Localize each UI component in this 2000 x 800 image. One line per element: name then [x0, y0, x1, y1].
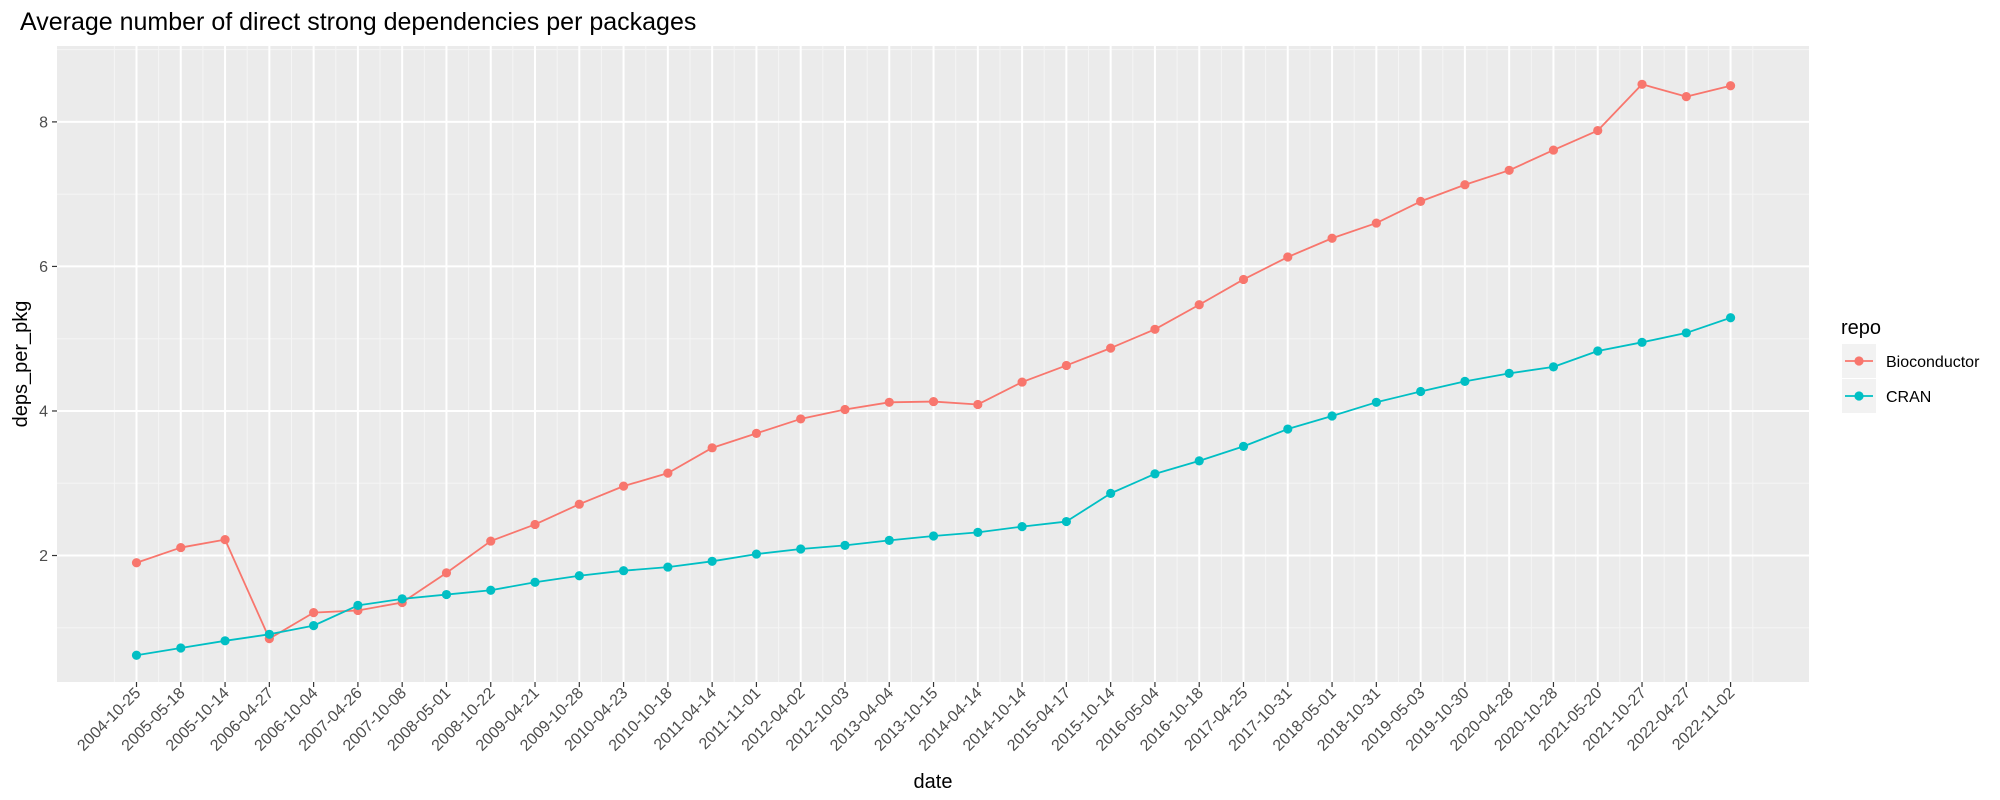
data-point-cran — [751, 549, 762, 559]
data-point-cran — [486, 585, 496, 595]
y-tick-label: 4 — [39, 403, 48, 420]
data-point-bioconductor — [1548, 145, 1559, 155]
data-point-cran — [928, 531, 939, 541]
data-point-bioconductor — [1327, 233, 1337, 243]
data-point-bioconductor — [1017, 377, 1027, 387]
data-point-bioconductor — [1283, 252, 1293, 262]
data-point-bioconductor — [131, 558, 142, 568]
data-point-cran — [1238, 441, 1249, 451]
data-point-cran — [618, 566, 629, 576]
series-layer — [131, 79, 1736, 660]
data-point-bioconductor — [1725, 81, 1736, 91]
data-point-cran — [1681, 328, 1691, 338]
grid-lines — [57, 46, 1809, 682]
data-point-cran — [441, 589, 452, 600]
data-point-cran — [707, 556, 717, 566]
data-point-cran — [309, 621, 319, 631]
data-point-cran — [176, 643, 186, 653]
data-point-cran — [397, 594, 407, 604]
data-point-cran — [1283, 424, 1293, 434]
data-point-cran — [840, 540, 850, 551]
legend-title: repo — [1841, 317, 1881, 339]
data-point-bioconductor — [796, 414, 806, 424]
data-point-cran — [1548, 362, 1559, 372]
data-point-bioconductor — [220, 535, 230, 545]
data-point-cran — [1371, 397, 1381, 407]
data-point-cran — [1106, 488, 1116, 498]
data-point-cran — [220, 636, 230, 646]
data-point-bioconductor — [441, 568, 452, 578]
data-point-cran — [1194, 456, 1204, 466]
data-point-cran — [1017, 522, 1027, 532]
data-point-cran — [131, 650, 142, 660]
data-point-bioconductor — [574, 499, 584, 509]
data-point-cran — [973, 527, 983, 537]
data-point-cran — [1504, 368, 1514, 378]
data-point-bioconductor — [884, 397, 894, 407]
data-point-bioconductor — [973, 399, 983, 410]
chart-title: Average number of direct strong dependen… — [20, 8, 696, 36]
legend-label-cran: CRAN — [1886, 389, 1931, 406]
legend: repo Bioconductor CRAN — [1841, 317, 1980, 413]
data-point-cran — [353, 600, 363, 610]
data-point-cran — [1327, 411, 1337, 421]
data-point-bioconductor — [1150, 324, 1160, 334]
data-point-cran — [1593, 346, 1603, 356]
data-point-bioconductor — [840, 404, 850, 415]
data-point-bioconductor — [1238, 274, 1249, 285]
data-point-bioconductor — [1194, 300, 1204, 310]
data-point-bioconductor — [618, 481, 629, 491]
data-point-cran — [1061, 516, 1071, 527]
data-point-bioconductor — [1460, 180, 1470, 190]
data-point-bioconductor — [1061, 360, 1071, 371]
data-point-cran — [1637, 337, 1647, 347]
data-point-bioconductor — [530, 519, 540, 530]
y-axis-title: deps_per_pkg — [10, 301, 32, 428]
data-point-cran — [264, 629, 274, 639]
y-tick-label: 6 — [39, 259, 48, 276]
data-point-bioconductor — [751, 428, 762, 438]
data-point-bioconductor — [1593, 125, 1603, 136]
data-point-bioconductor — [1504, 165, 1514, 175]
data-point-bioconductor — [928, 396, 939, 407]
data-point-bioconductor — [663, 468, 673, 478]
data-point-bioconductor — [1416, 196, 1426, 206]
data-point-bioconductor — [1681, 91, 1691, 102]
legend-point-cran — [1854, 391, 1864, 401]
data-point-cran — [796, 544, 806, 554]
data-point-cran — [1460, 376, 1470, 386]
legend-point-bioconductor — [1854, 356, 1864, 366]
data-point-cran — [1725, 313, 1736, 323]
legend-label-bioconductor: Bioconductor — [1886, 354, 1980, 371]
data-point-cran — [1416, 386, 1426, 397]
data-point-cran — [1150, 469, 1160, 479]
data-point-bioconductor — [707, 443, 717, 453]
data-point-bioconductor — [176, 542, 186, 553]
data-point-cran — [574, 571, 584, 581]
data-point-cran — [663, 562, 673, 572]
y-tick-label: 2 — [39, 548, 48, 565]
y-tick-label: 8 — [39, 114, 48, 131]
data-point-bioconductor — [1371, 218, 1381, 228]
data-point-bioconductor — [1637, 79, 1647, 89]
data-point-bioconductor — [309, 608, 319, 618]
data-point-bioconductor — [486, 536, 496, 546]
data-point-cran — [884, 535, 894, 545]
data-point-cran — [530, 577, 540, 587]
data-point-bioconductor — [1106, 343, 1116, 353]
x-axis-title: date — [914, 771, 953, 793]
